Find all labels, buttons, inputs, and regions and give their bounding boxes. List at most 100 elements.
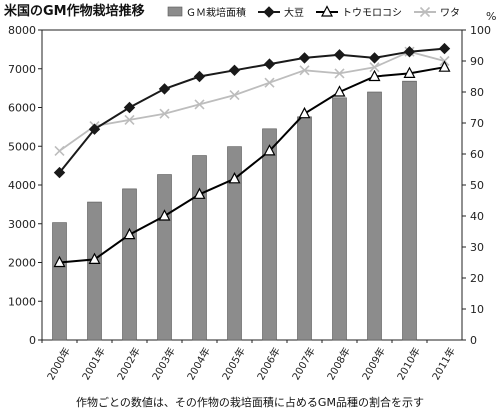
line-point — [228, 64, 241, 77]
legend: ＧＭ栽培面積 大豆 トウモロコシ ワタ — [167, 5, 460, 19]
line-point — [368, 69, 381, 82]
line-point — [263, 144, 276, 156]
left-axis-tick-label: 4000 — [8, 179, 36, 192]
line-point — [403, 66, 416, 79]
x-axis-tick-label: 2009年 — [359, 345, 388, 382]
bar — [192, 155, 207, 341]
left-axis-tick-label: 0 — [29, 334, 36, 347]
line-point — [334, 68, 345, 79]
line-point — [228, 172, 241, 184]
line-point — [333, 85, 346, 97]
line-point — [333, 49, 346, 61]
line-point — [53, 166, 66, 179]
line-point — [124, 114, 135, 125]
line-point-stroke — [334, 68, 345, 79]
chart-title: 米国のGM作物栽培推移 — [4, 3, 145, 19]
legend-label: 大豆 — [284, 6, 304, 19]
legend-swatch — [167, 6, 183, 17]
line-point-stroke — [124, 114, 135, 125]
plot-frame — [41, 29, 463, 341]
line-point — [419, 6, 431, 18]
line-point — [123, 227, 136, 240]
right-axis-tick-label: 100 — [470, 24, 491, 37]
line-point — [264, 77, 275, 88]
x-axis-tick-label: 2005年 — [219, 345, 248, 382]
right-axis-tick-label: 20 — [470, 272, 484, 285]
line-point — [369, 62, 380, 73]
left-axis-tick-label: 5000 — [8, 140, 36, 153]
bar — [367, 91, 382, 341]
line-point — [88, 252, 101, 264]
bar — [332, 97, 347, 341]
legend-label: トウモロコシ — [342, 7, 402, 19]
line-point — [193, 187, 206, 199]
x-axis-tick-label: 2003年 — [149, 345, 178, 382]
plot-area: 0 1000 2000 3000 4000 5000 6000 7000 8000 0 10 20 30… — [8, 10, 496, 382]
legend-label: ワタ — [440, 7, 460, 19]
x-axis-tick-label: 2004年 — [184, 345, 213, 382]
x-axis-tick-label: 2002年 — [114, 345, 143, 382]
right-axis-tick-label: 40 — [470, 210, 484, 223]
line-point — [438, 60, 451, 72]
line-point-stroke — [54, 145, 65, 156]
line-point — [298, 106, 311, 119]
left-axis-tick-label: 6000 — [8, 102, 36, 115]
line-point-stroke — [299, 65, 310, 76]
line-point — [438, 42, 451, 55]
left-axis-tick-label: 1000 — [8, 295, 36, 308]
line-point — [194, 99, 205, 110]
bar — [87, 201, 102, 341]
line-point — [263, 58, 276, 70]
line-point-stroke — [419, 6, 431, 18]
line-point — [299, 65, 310, 76]
x-axis-tick-label: 2010年 — [394, 345, 423, 382]
series-line — [58, 47, 445, 174]
line-point-stroke — [159, 108, 170, 119]
bar — [402, 80, 417, 341]
line-point — [158, 83, 171, 95]
line-point — [53, 255, 66, 268]
line-point — [263, 6, 275, 18]
right-axis-tick-label: 60 — [470, 148, 484, 161]
right-axis-tick-label: 70 — [470, 117, 484, 130]
right-axis-tick-label: 10 — [470, 303, 484, 316]
bar — [297, 116, 312, 341]
right-axis-tick-label: 90 — [470, 55, 484, 68]
left-axis-tick-label: 2000 — [8, 257, 36, 270]
left-axis-tick-label: 3000 — [8, 218, 36, 231]
line-point — [321, 5, 333, 17]
line-point — [88, 123, 101, 135]
x-axis-tick-label: 2001年 — [79, 345, 108, 382]
line-point — [298, 52, 311, 64]
right-axis-tick-label: 80 — [470, 86, 484, 99]
x-axis-tick-label: 2007年 — [289, 345, 318, 382]
line-point-stroke — [229, 90, 240, 101]
bar — [157, 174, 172, 341]
right-axis-tick-label: 50 — [470, 179, 484, 192]
x-axis-tick-label: 2006年 — [254, 345, 283, 382]
x-axis-tick-label: 2000年 — [44, 345, 73, 382]
right-axis-tick-label: 0 — [470, 334, 477, 347]
line-point — [368, 52, 381, 64]
line-point-stroke — [264, 77, 275, 88]
chart-footnote: 作物ごとの数値は、その作物の栽培面積に占めるGM品種の割合を示す — [76, 395, 424, 409]
line-point — [158, 209, 171, 221]
bar — [122, 188, 137, 341]
left-axis-tick-label: 8000 — [8, 24, 36, 37]
left-axis-tick-label: 7000 — [8, 63, 36, 76]
right-axis-unit: % — [486, 10, 496, 23]
x-axis-tick-label: 2011年 — [429, 345, 458, 382]
line-point — [54, 145, 65, 156]
line-point — [123, 101, 136, 114]
legend-label: ＧＭ栽培面積 — [186, 6, 246, 19]
x-axis-tick-label: 2008年 — [324, 345, 353, 382]
bar — [52, 222, 67, 341]
line-point — [403, 45, 416, 58]
line-point — [229, 90, 240, 101]
line-point-stroke — [369, 62, 380, 73]
line-point — [159, 108, 170, 119]
bar — [262, 128, 277, 341]
series-line — [58, 50, 445, 152]
right-axis-tick-label: 30 — [470, 241, 484, 254]
